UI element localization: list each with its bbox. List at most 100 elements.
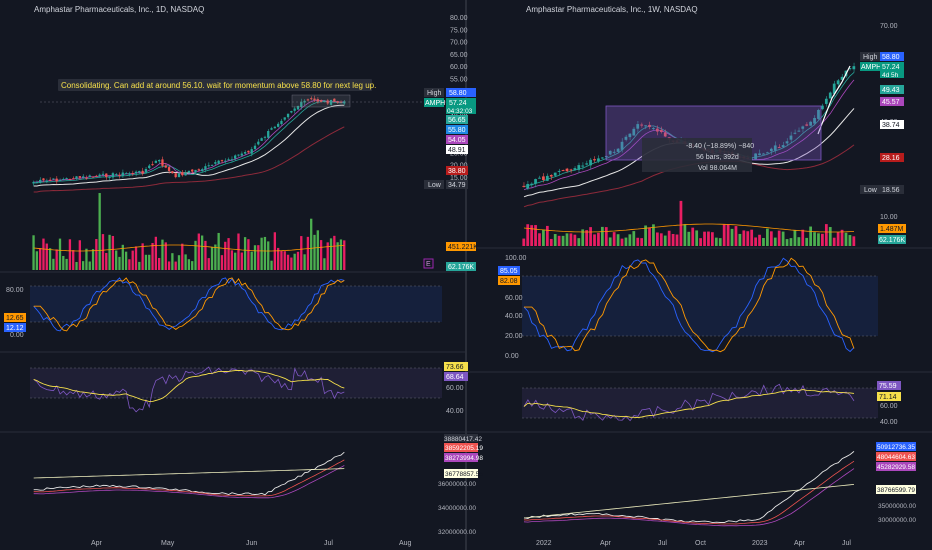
- right-indicators[interactable]: 100.00 60.00 40.00 20.00 0.00 60.00 40.00 35000…: [505, 255, 916, 527]
- left-candle: [68, 178, 72, 180]
- right-rsi-v1: 75.59: [879, 383, 897, 390]
- left-volume-bar: [128, 259, 131, 270]
- left-candle: [154, 160, 158, 163]
- right-candle: [628, 133, 632, 138]
- left-volume-bar: [177, 255, 181, 270]
- left-volume-bar: [138, 261, 141, 270]
- right-candle: [608, 150, 612, 155]
- left-obv-ma2: [33, 465, 345, 499]
- left-axis-tick: 75.00: [450, 27, 468, 34]
- right-volume-bar: [840, 229, 844, 246]
- left-ticker: AMPH: [425, 100, 445, 107]
- right-obv-v3: 45282929.58: [877, 464, 915, 471]
- right-time-tick: 2022: [536, 540, 552, 547]
- right-time-tick: Apr: [794, 540, 806, 547]
- left-candle: [85, 177, 88, 179]
- left-volume-bar: [257, 245, 260, 270]
- right-volume-ma: [523, 223, 855, 233]
- right-candle: [758, 153, 761, 156]
- left-indicators[interactable]: [30, 277, 442, 499]
- left-level-1: 56.65: [448, 117, 466, 124]
- right-obv-ma2: [523, 468, 855, 527]
- right-candle: [777, 147, 781, 149]
- left-rsi-v1: 73.66: [446, 364, 464, 371]
- right-volume-bar: [746, 231, 750, 246]
- left-time-tick: Aug: [399, 540, 412, 547]
- left-chart-title: Amphastar Pharmaceuticals, Inc., 1D, NAS…: [34, 5, 204, 14]
- left-volume-bar: [72, 250, 75, 270]
- left-candle: [78, 176, 81, 178]
- left-volume-bar: [111, 235, 115, 270]
- left-volume-bar: [343, 240, 346, 270]
- left-candle: [224, 160, 227, 162]
- right-candle: [620, 141, 624, 150]
- right-volume-bar: [557, 235, 561, 246]
- right-candle: [534, 179, 537, 184]
- left-volume-bar: [121, 244, 124, 270]
- right-candle: [589, 159, 592, 166]
- left-candle: [333, 98, 336, 102]
- left-low-word: Low: [428, 182, 442, 189]
- right-volume-bar: [679, 200, 683, 246]
- left-candle: [151, 164, 154, 166]
- left-volume-bar: [65, 258, 68, 270]
- left-candle: [204, 166, 207, 170]
- left-volume-bar: [35, 251, 39, 270]
- right-volume-bar: [832, 237, 836, 246]
- left-volume-bar: [124, 251, 128, 270]
- right-candle: [663, 132, 667, 137]
- right-volume-bar: [817, 233, 820, 246]
- left-volume-bar: [310, 218, 313, 270]
- left-axis-tick: 65.00: [450, 52, 468, 59]
- left-time-axis[interactable]: Apr May Jun Jul Aug: [91, 540, 412, 547]
- left-ma-200: [33, 126, 345, 193]
- left-volume-bar: [339, 239, 343, 270]
- right-volume-bar: [526, 224, 530, 246]
- right-volume-bar: [589, 227, 592, 246]
- right-candle: [624, 136, 628, 140]
- left-candle: [316, 99, 319, 102]
- left-volume-bar: [194, 240, 197, 270]
- right-volume-bar: [695, 230, 699, 246]
- left-candle: [267, 131, 270, 138]
- left-level-5: 38.80: [448, 168, 466, 175]
- left-note-annotation[interactable]: Consolidating. Can add at around 56.10. …: [58, 79, 376, 91]
- left-high-word: High: [427, 90, 442, 97]
- left-volume-bar: [151, 242, 154, 270]
- right-volume-bar: [553, 234, 557, 246]
- right-rsi-line: [523, 383, 855, 422]
- left-volume-bar: [326, 242, 329, 270]
- left-candle: [214, 162, 217, 164]
- left-volume-bar: [313, 234, 316, 270]
- right-volume-bar: [640, 238, 644, 246]
- right-volume-bar: [797, 237, 801, 246]
- left-countdown: 04:32:03: [447, 108, 473, 115]
- left-candle: [55, 178, 58, 182]
- left-stoch-v1: 12.65: [6, 315, 24, 322]
- left-obv-line: [33, 451, 345, 496]
- right-trend-arrow: [817, 65, 851, 135]
- right-volume-bar: [754, 237, 757, 246]
- right-time-tick: Oct: [695, 540, 706, 547]
- left-candle: [88, 175, 91, 178]
- right-volume-bar: [542, 229, 545, 246]
- left-obv-axis-4: 32000000.00: [438, 529, 476, 536]
- measure-tool[interactable]: -8.40 (−18.89%) −840 56 bars, 392d Vol 9…: [605, 105, 822, 172]
- left-main-pane[interactable]: [32, 94, 470, 270]
- right-candle: [789, 135, 793, 140]
- right-low-val: 18.56: [882, 187, 900, 194]
- right-time-tick: Apr: [600, 540, 612, 547]
- left-volume-bar: [134, 246, 138, 270]
- left-candle: [197, 169, 200, 171]
- left-candle: [144, 168, 148, 173]
- left-candle: [250, 149, 253, 154]
- right-time-tick: Jul: [658, 540, 667, 547]
- left-obv-v1: 38880417.42: [444, 436, 482, 443]
- left-candle: [121, 172, 124, 177]
- left-candle: [35, 181, 39, 183]
- right-candle: [522, 185, 526, 187]
- left-volume-bar: [141, 243, 144, 270]
- right-stoch-band: [522, 276, 878, 336]
- right-time-axis[interactable]: 2022 Apr Jul Oct 2023 Apr Jul: [536, 540, 851, 547]
- left-candle: [98, 174, 101, 177]
